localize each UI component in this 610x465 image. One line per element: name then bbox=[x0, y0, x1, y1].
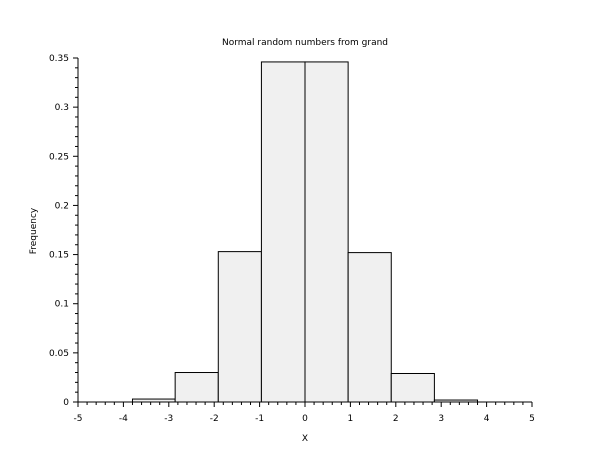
histogram-bar bbox=[390, 372, 435, 403]
x-tick-label: 5 bbox=[529, 414, 535, 424]
histogram-bar bbox=[174, 372, 219, 403]
chart-title: Normal random numbers from grand bbox=[222, 38, 388, 48]
y-tick-label: 0.25 bbox=[49, 152, 69, 162]
x-tick-label: -5 bbox=[74, 414, 83, 424]
x-tick-label: 0 bbox=[302, 414, 308, 424]
bars-layer bbox=[131, 61, 479, 403]
x-tick-label: -3 bbox=[164, 414, 173, 424]
y-tick-label: 0.3 bbox=[55, 103, 69, 113]
histogram-bar bbox=[217, 251, 262, 403]
x-tick-label: 3 bbox=[438, 414, 444, 424]
y-tick-label: 0.05 bbox=[49, 349, 69, 359]
axes-layer: -5 -4 -3 -2 -1 0 1 2 3 4 5 0 0.05 0.1 0.15 0.2 0.25 0.3 0.… bbox=[49, 54, 535, 424]
y-tick-label: 0.1 bbox=[55, 300, 69, 310]
x-tick-label: -1 bbox=[255, 414, 264, 424]
histogram-bar bbox=[260, 61, 306, 403]
x-tick-label: 4 bbox=[484, 414, 490, 424]
x-tick-label: 1 bbox=[348, 414, 354, 424]
y-tick-label: 0 bbox=[63, 398, 69, 408]
x-tick-label: -4 bbox=[119, 414, 128, 424]
y-axis-label: Frequency bbox=[29, 207, 39, 254]
y-tick-label: 0.2 bbox=[55, 201, 69, 211]
histogram-bar bbox=[304, 61, 349, 403]
x-tick-label: -2 bbox=[210, 414, 219, 424]
y-tick-label: 0.15 bbox=[49, 251, 69, 261]
histogram-bar bbox=[347, 252, 392, 403]
x-axis-label: X bbox=[302, 434, 308, 444]
x-tick-label: 2 bbox=[393, 414, 399, 424]
y-tick-label: 0.35 bbox=[49, 54, 69, 64]
